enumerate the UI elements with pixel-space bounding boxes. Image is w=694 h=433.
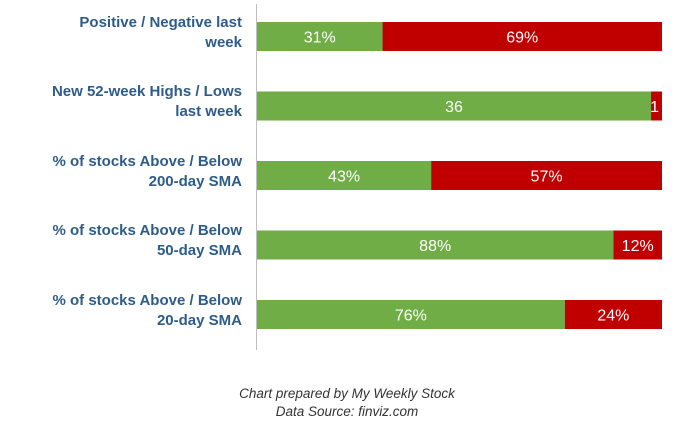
bar-negative-5 <box>564 300 662 329</box>
bar-positive-5 <box>257 300 565 329</box>
category-label-line: 50-day SMA <box>156 242 242 259</box>
data-label-positive-5: 76% <box>395 308 427 325</box>
category-label-line: % of stocks Above / Below <box>52 222 243 239</box>
category-label-line: New 52-week Highs / Lows <box>51 83 242 100</box>
category-label-3: % of stocks Above / Below 200-day SMA <box>2 152 243 192</box>
data-label-positive-2: 36 <box>445 99 463 116</box>
category-label-line: 200-day SMA <box>148 172 242 190</box>
bar-positive-4 <box>257 230 614 260</box>
data-label-negative-1: 69% <box>506 30 538 47</box>
bar-negative-2 <box>651 91 662 121</box>
bars-group: 31% 69% 36 1 43% 57% 88% 12% 76% 24% <box>257 22 662 329</box>
category-label-5: % of stocks Above / Below 20-day SMA <box>2 291 243 331</box>
data-label-positive-1: 31% <box>304 30 336 47</box>
data-label-positive-3: 43% <box>328 169 360 186</box>
category-label-line: % of stocks Above / Below <box>52 291 243 309</box>
data-label-positive-4: 88% <box>419 238 451 255</box>
category-label-4: % of stocks Above / Below 50-day SMA <box>2 221 243 261</box>
data-label-negative-5: 24% <box>597 308 629 325</box>
bar-positive-3 <box>257 161 432 190</box>
data-source: Data Source: finviz.com <box>275 404 419 419</box>
category-label-line: 20-day SMA <box>156 311 242 329</box>
category-label-line: % of stocks Above / Below <box>52 152 243 170</box>
category-label-line: last week <box>175 103 242 120</box>
category-label-1: Positive / Negative last week <box>2 13 242 53</box>
bar-negative-4 <box>613 230 662 260</box>
category-label-line: week <box>205 33 242 51</box>
data-label-negative-3: 57% <box>531 169 563 186</box>
bar-negative-1 <box>382 22 662 51</box>
bar-negative-3 <box>431 161 662 190</box>
category-label-line: Positive / Negative last <box>79 13 242 31</box>
bar-positive-2 <box>257 91 652 121</box>
data-label-negative-2: 1 <box>650 99 659 116</box>
bar-positive-1 <box>257 22 383 51</box>
chart-credit: Chart prepared by My Weekly Stock <box>239 386 455 401</box>
category-label-2: New 52-week Highs / Lows last week <box>2 82 242 122</box>
data-label-negative-4: 12% <box>622 238 654 255</box>
